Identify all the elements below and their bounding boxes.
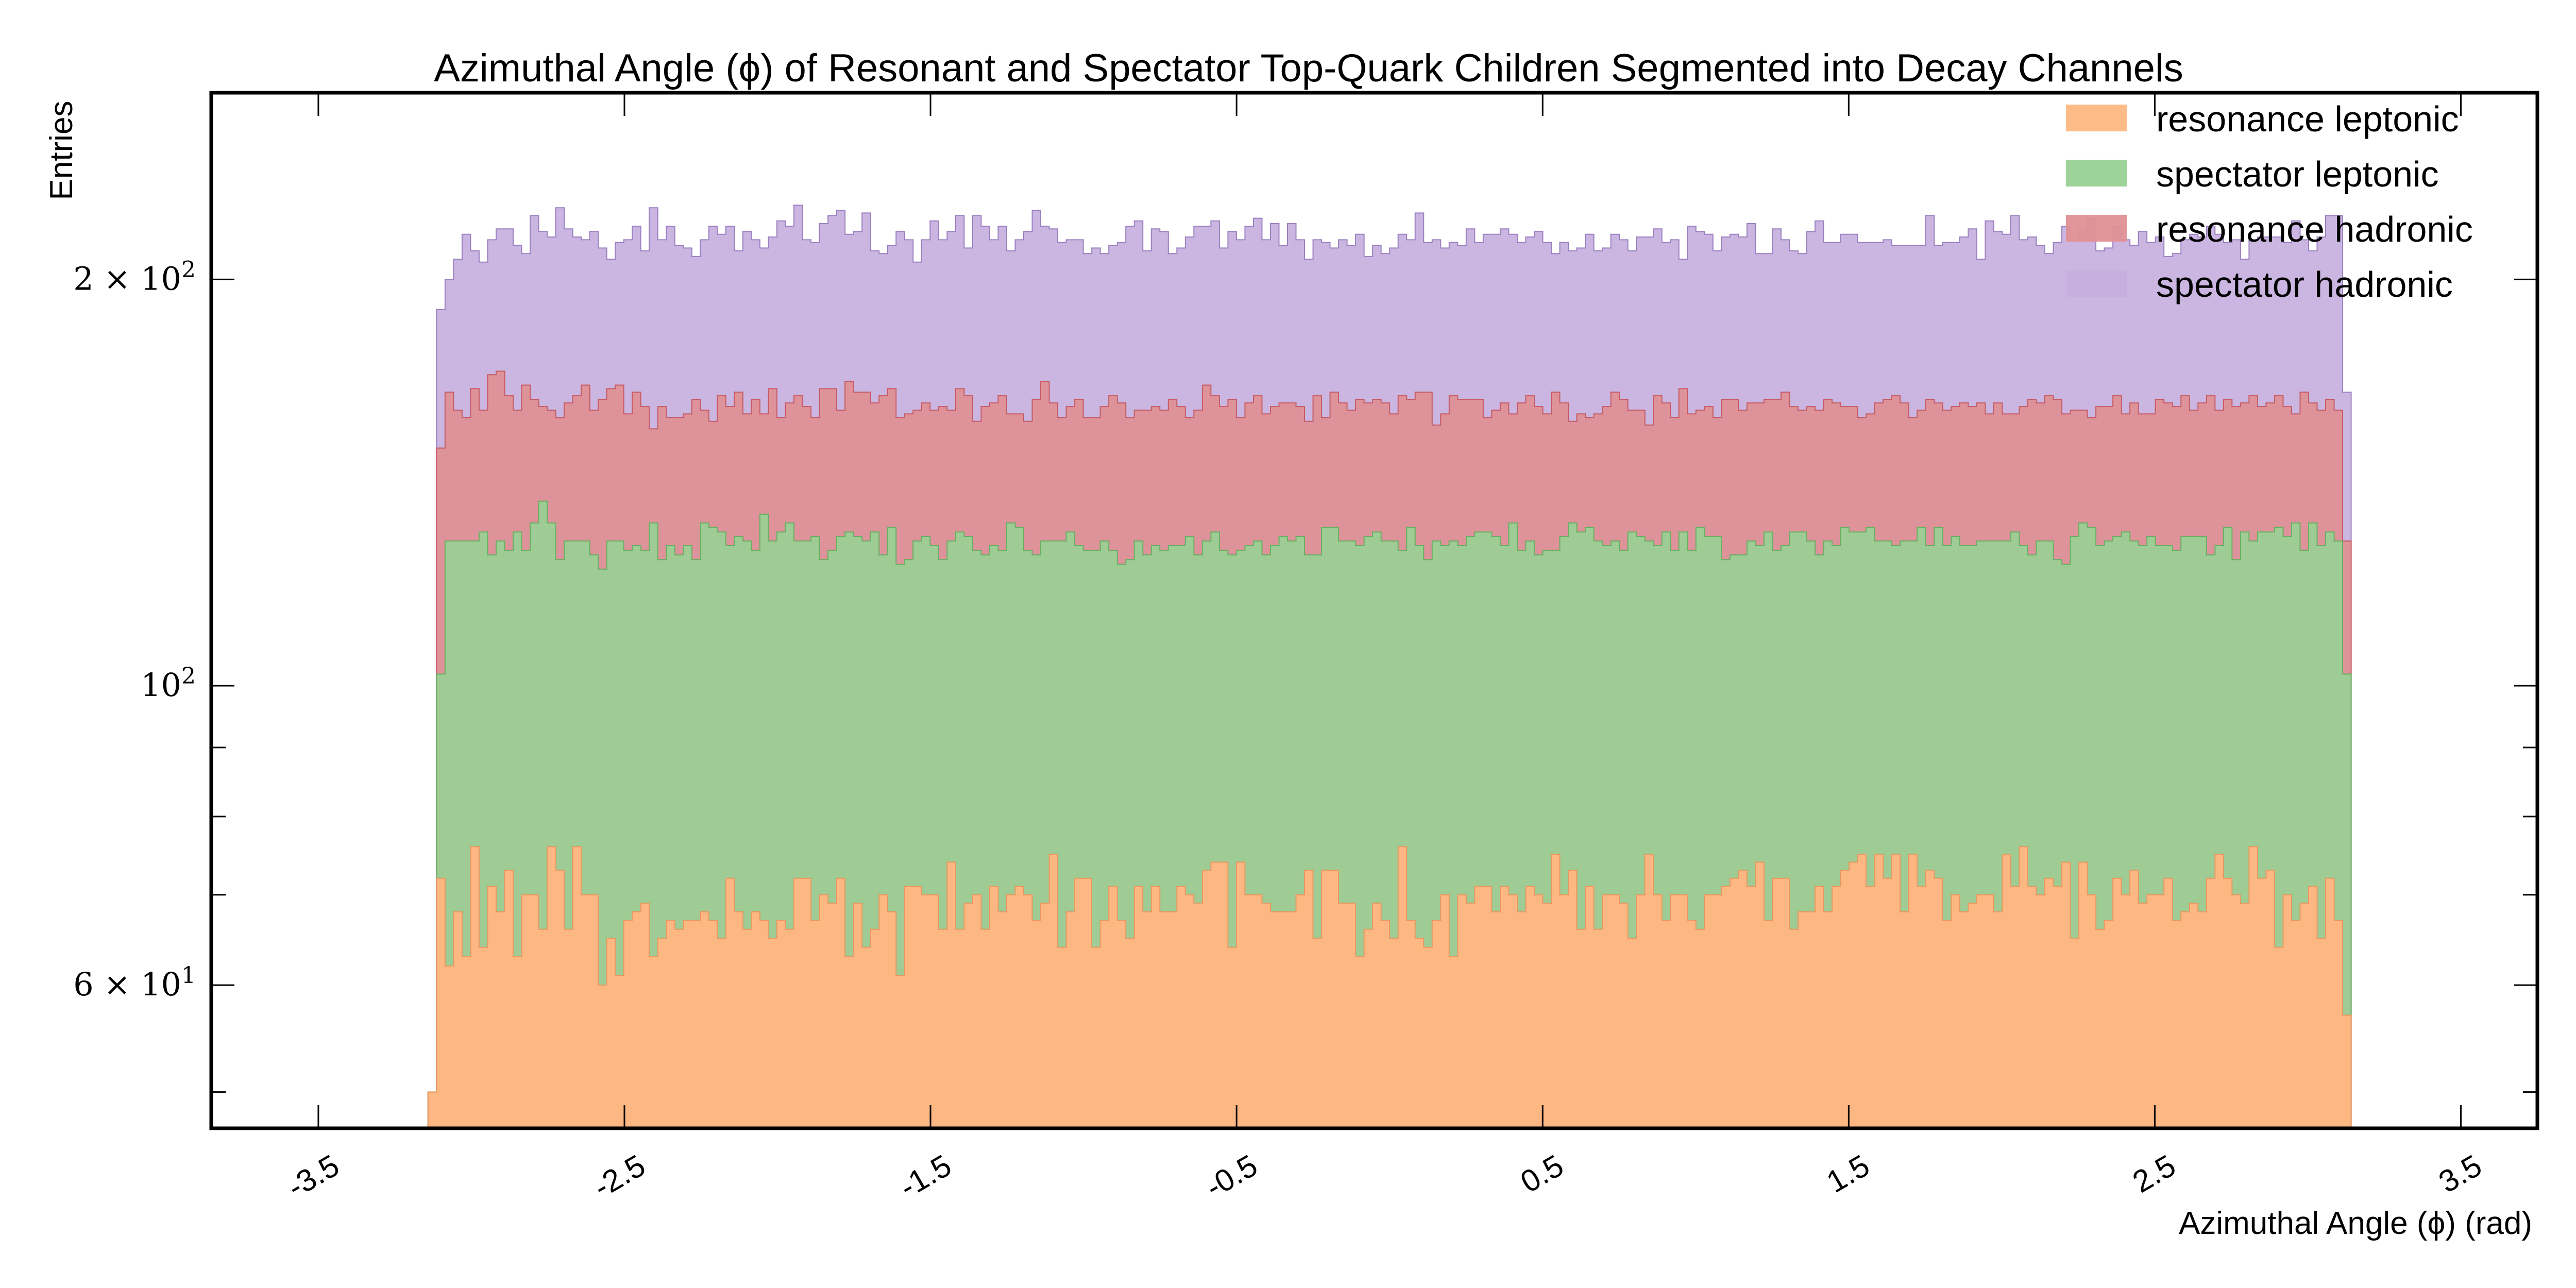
x-tick-label: 0.5: [1515, 1148, 1569, 1199]
bar-area-resonance-leptonic: [427, 846, 2352, 1129]
y-tick-labels: 6 × 101 102 2 × 102: [73, 257, 196, 1003]
axis-ticks: [211, 93, 2537, 1128]
y-axis-title: Entries: [44, 101, 79, 200]
legend: resonance leptonic spectator leptonic reso…: [2066, 99, 2473, 304]
chart-title: Azimuthal Angle (ϕ) of Resonant and Spec…: [434, 46, 2183, 90]
legend-label: spectator leptonic: [2156, 154, 2439, 194]
series-resonance-leptonic: [427, 846, 2352, 1129]
legend-item: spectator leptonic: [2066, 154, 2439, 194]
x-tick-label: -2.5: [587, 1148, 651, 1205]
legend-label: spectator hadronic: [2156, 264, 2453, 304]
legend-item: resonance hadronic: [2066, 209, 2473, 249]
legend-label: resonance leptonic: [2156, 99, 2459, 139]
legend-swatch: [2066, 215, 2127, 242]
x-tick-labels: -3.5 -2.5 -1.5 -0.5 0.5 1.5 2.5 3.5: [281, 1148, 2487, 1205]
y-tick-label: 6 × 101: [73, 962, 196, 1003]
plot-frame: [209, 91, 2539, 1130]
x-tick-label: 2.5: [2127, 1148, 2181, 1199]
histogram-bars: [427, 205, 2352, 1129]
x-tick-label: -3.5: [281, 1148, 345, 1205]
x-tick-label: 3.5: [2433, 1148, 2487, 1199]
legend-swatch: [2066, 160, 2127, 187]
legend-label: resonance hadronic: [2156, 209, 2473, 249]
y-tick-label: 2 × 102: [73, 257, 196, 297]
x-tick-label: -1.5: [894, 1148, 957, 1205]
legend-item: spectator hadronic: [2066, 264, 2453, 304]
legend-swatch: [2066, 270, 2127, 297]
legend-item: resonance leptonic: [2066, 99, 2459, 139]
x-axis-title: Azimuthal Angle (ϕ) (rad): [2179, 1206, 2532, 1241]
x-tick-label: -0.5: [1200, 1148, 1263, 1205]
legend-swatch: [2066, 105, 2127, 131]
x-tick-label: 1.5: [1821, 1148, 1875, 1199]
y-tick-label: 102: [141, 663, 196, 704]
